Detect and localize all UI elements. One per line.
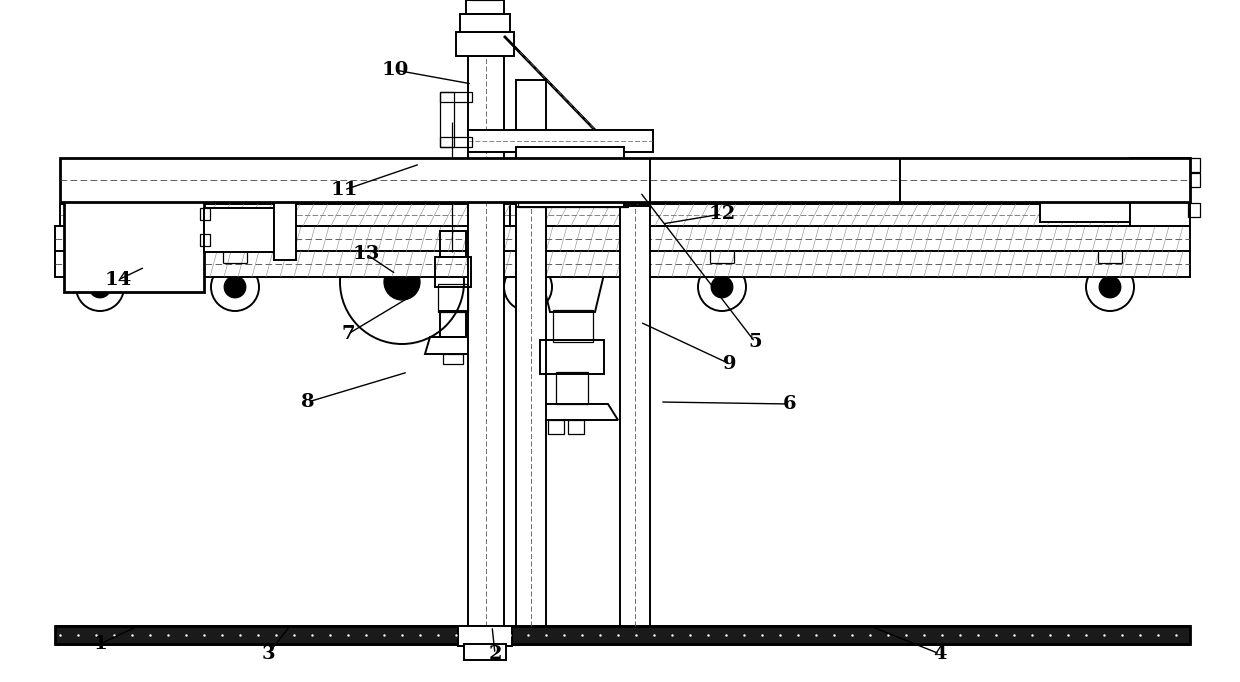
Circle shape <box>712 276 733 298</box>
Bar <box>539 340 604 374</box>
Text: 3: 3 <box>262 645 275 663</box>
Bar <box>435 257 471 287</box>
Bar <box>456 32 515 56</box>
Bar <box>466 0 503 14</box>
Text: 5: 5 <box>748 333 761 351</box>
Bar <box>1040 162 1171 222</box>
Bar <box>440 92 472 102</box>
Bar <box>205 208 274 252</box>
Bar <box>1130 158 1190 226</box>
Bar <box>274 202 296 260</box>
Bar <box>460 14 510 32</box>
Bar <box>467 130 653 152</box>
Text: 1: 1 <box>93 635 107 653</box>
Bar <box>438 284 467 312</box>
Text: 12: 12 <box>708 205 735 223</box>
Text: 11: 11 <box>330 181 358 199</box>
Text: 13: 13 <box>352 245 379 263</box>
Bar <box>440 231 466 257</box>
Bar <box>553 310 593 342</box>
Bar <box>443 354 463 364</box>
Bar <box>200 234 210 246</box>
Bar <box>1188 173 1200 187</box>
Circle shape <box>517 276 539 298</box>
Text: 6: 6 <box>784 395 797 413</box>
Bar <box>548 420 564 434</box>
Text: 4: 4 <box>934 645 947 663</box>
Bar <box>440 137 472 147</box>
Bar <box>568 420 584 434</box>
Text: 14: 14 <box>104 271 131 289</box>
Bar <box>556 372 588 404</box>
Text: 9: 9 <box>723 355 737 373</box>
Bar <box>467 56 503 626</box>
Bar <box>1188 158 1200 172</box>
Bar <box>516 147 624 207</box>
Text: 10: 10 <box>382 61 409 79</box>
Bar <box>440 311 466 337</box>
Bar <box>1188 203 1200 217</box>
Bar <box>64 182 205 292</box>
Bar <box>60 158 1190 202</box>
Bar <box>620 206 650 626</box>
Bar <box>516 80 546 626</box>
Bar <box>274 234 284 246</box>
Circle shape <box>384 264 420 300</box>
Bar <box>274 208 284 220</box>
Bar <box>458 626 512 646</box>
Text: 7: 7 <box>341 325 355 343</box>
Circle shape <box>89 276 110 298</box>
Bar <box>55 251 1190 277</box>
Bar <box>467 170 653 192</box>
Bar <box>518 187 627 207</box>
Bar <box>440 92 454 147</box>
Circle shape <box>1099 276 1121 298</box>
Bar <box>60 204 510 226</box>
Bar <box>200 208 210 220</box>
Bar <box>55 226 1190 252</box>
Text: 8: 8 <box>301 393 315 411</box>
Bar <box>55 626 1190 644</box>
Text: 2: 2 <box>489 645 502 663</box>
Circle shape <box>224 276 246 298</box>
Bar <box>464 644 506 660</box>
Bar <box>510 204 1180 226</box>
